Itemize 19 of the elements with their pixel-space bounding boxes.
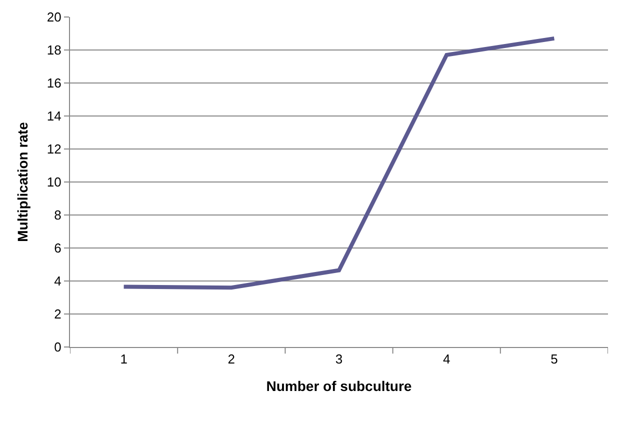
x-tick-label: 5 [550, 352, 558, 367]
y-axis-title: Multiplication rate [14, 122, 31, 242]
y-tick-label: 20 [46, 10, 62, 25]
y-tick-label: 8 [54, 208, 62, 223]
x-tick-label: 3 [335, 352, 343, 367]
y-tick-label: 18 [46, 42, 62, 58]
y-tick-label: 14 [46, 108, 62, 124]
x-tick-label: 2 [228, 352, 236, 367]
x-axis-title: Number of subculture [266, 378, 412, 394]
y-tick-label: 10 [46, 174, 62, 190]
y-tick-label: 6 [54, 240, 62, 256]
y-tick-label: 4 [54, 274, 62, 289]
y-tick-label: 12 [46, 142, 62, 157]
y-tick-label: 0 [54, 340, 62, 355]
y-tick-label: 2 [54, 306, 62, 322]
line-series [122, 36, 556, 290]
y-tick-label: 16 [46, 76, 62, 91]
x-tick-label: 4 [442, 352, 450, 367]
x-tick-label: 1 [120, 352, 128, 367]
